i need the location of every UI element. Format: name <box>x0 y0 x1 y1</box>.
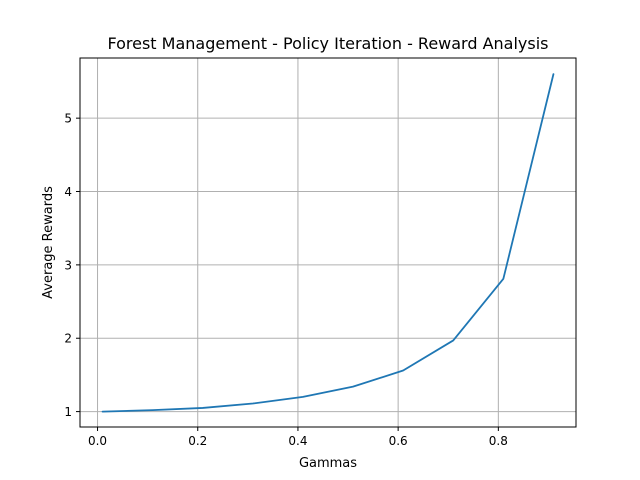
grid <box>80 58 576 427</box>
x-tick-label: 0.4 <box>288 434 307 448</box>
y-axis-label: Average Rewards <box>41 186 56 299</box>
x-axis-label: Gammas <box>299 456 357 471</box>
x-tick-label: 0.2 <box>188 434 207 448</box>
x-tick-label: 0.0 <box>88 434 107 448</box>
y-axis-ticks: 1 2 3 4 5 <box>64 112 80 419</box>
chart-title: Forest Management - Policy Iteration - R… <box>107 34 548 53</box>
y-tick-label: 4 <box>64 185 72 199</box>
plot-frame <box>79 57 577 428</box>
x-tick-label: 0.8 <box>489 434 508 448</box>
y-tick-label: 2 <box>64 332 72 346</box>
x-tick-label: 0.6 <box>389 434 408 448</box>
x-axis-ticks: 0.0 0.2 0.4 0.6 0.8 <box>88 427 508 448</box>
y-tick-label: 1 <box>64 405 72 419</box>
series-layer <box>101 73 555 413</box>
y-tick-label: 3 <box>64 258 72 272</box>
y-tick-label: 5 <box>64 112 72 126</box>
reward-line <box>101 73 555 413</box>
